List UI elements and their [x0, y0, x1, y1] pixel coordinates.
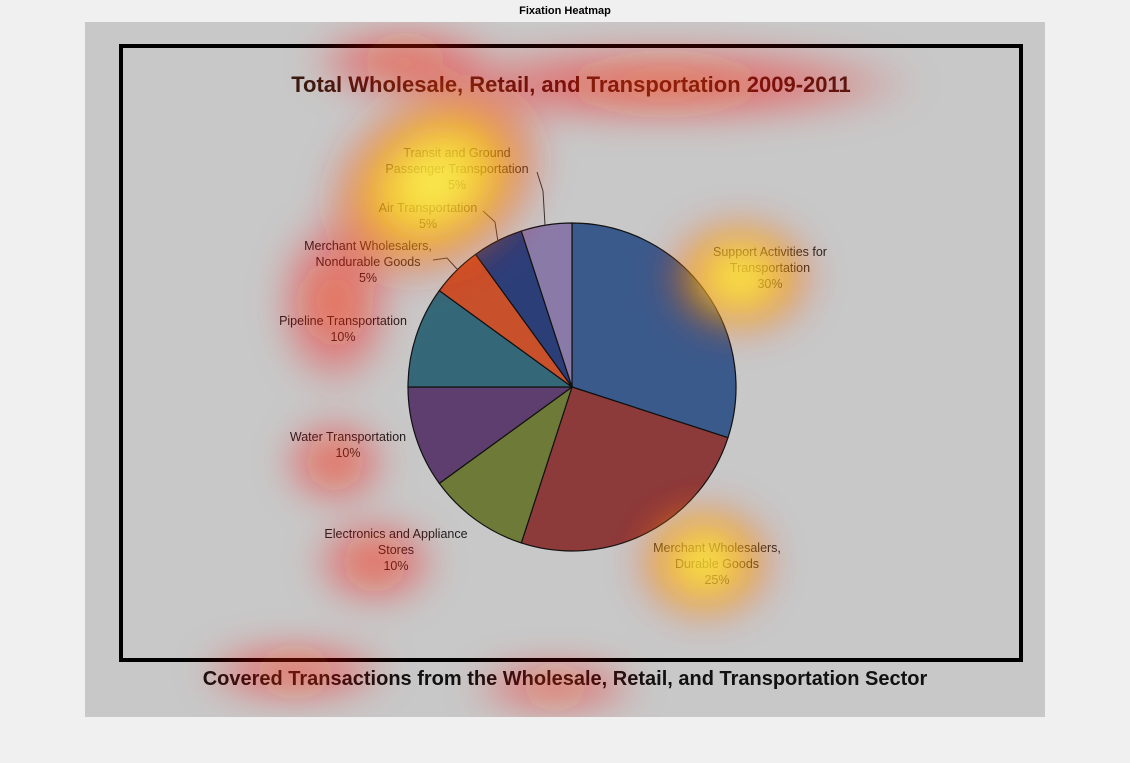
slice-label-nondurable: Merchant Wholesalers, Nondurable Goods 5… [304, 239, 432, 285]
chart-title: Total Wholesale, Retail, and Transportat… [291, 72, 851, 97]
slice-label-pipeline: Pipeline Transportation 10% [279, 314, 407, 344]
pie-slice-3 [407, 386, 574, 485]
slice-label-transit: Transit and Ground Passenger Transportat… [385, 146, 529, 192]
heatmap-stage: Total Wholesale, Retail, and Transportat… [85, 22, 1045, 717]
slice-label-electronics: Electronics and Appliance Stores 10% [324, 527, 468, 573]
pie-chart [407, 171, 737, 552]
slice-label-water: Water Transportation 10% [289, 430, 407, 460]
slice-label-durable: Merchant Wholesalers, Durable Goods 25% [653, 541, 781, 587]
slice-label-air: Air Transportation 5% [378, 201, 478, 231]
chart-frame [119, 44, 1023, 662]
slice-label-support: Support Activities for Transportation 30… [713, 245, 827, 291]
chart-subtitle: Covered Transactions from the Wholesale,… [202, 668, 928, 690]
figure-title: Fixation Heatmap [519, 5, 611, 17]
pie-slice-2 [438, 385, 574, 544]
pie-slice-4 [407, 289, 574, 388]
